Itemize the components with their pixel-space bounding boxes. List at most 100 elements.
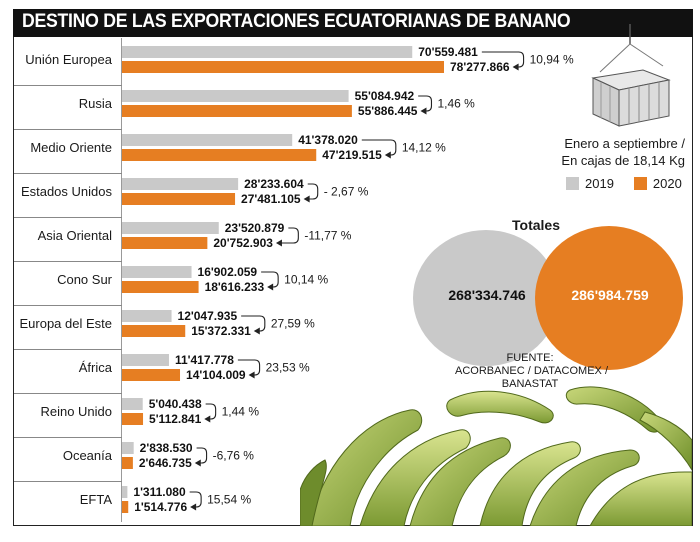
category-label: Cono Sur [57, 272, 113, 287]
legend-label-2019: 2019 [585, 176, 614, 191]
bar-2019 [122, 46, 413, 58]
change-connector [241, 315, 266, 332]
data-label-2019: 70'559.481 [418, 45, 478, 59]
category-label: Reino Unido [40, 404, 112, 419]
bar-2020 [122, 457, 133, 469]
source-line-3: BANASTAT [501, 378, 559, 390]
data-label-2019: 11'417.778 [175, 353, 234, 367]
data-label-2020: 15'372.331 [191, 324, 251, 338]
bar-2019 [122, 310, 172, 322]
data-label-2020: 20'752.903 [213, 236, 273, 250]
change-connector [361, 139, 397, 156]
data-label-2020: 5'112.841 [149, 412, 202, 426]
category-label: Medio Oriente [30, 140, 112, 155]
source-line-1: FUENTE: [506, 352, 554, 364]
category-label: Europa del Este [19, 316, 112, 331]
bar-2020 [122, 413, 144, 425]
total-value-2019: 268'334.746 [448, 287, 526, 303]
data-label-2019: 2'838.530 [140, 441, 193, 455]
category-label: Estados Unidos [21, 184, 113, 199]
change-arrow-icon [303, 195, 310, 203]
change-percent: 23,53 % [266, 361, 310, 375]
bar-2020 [122, 369, 181, 381]
data-label-2020: 47'219.515 [322, 148, 382, 162]
source-line-2: ACORBANEC / DATACOMEX / [455, 365, 609, 377]
bar-2020 [122, 281, 199, 293]
category-label: Oceanía [63, 448, 113, 463]
banana-bunch-image [300, 386, 692, 526]
data-label-2020: 78'277.866 [450, 60, 510, 74]
change-connector [196, 447, 208, 464]
bar-2020 [122, 61, 444, 73]
shipping-container-icon [591, 24, 671, 127]
title-bar [13, 9, 693, 37]
data-label-2020: 18'616.233 [205, 280, 265, 294]
bar-2020 [122, 193, 236, 205]
change-connector [418, 95, 433, 112]
bar-2020 [122, 105, 352, 117]
bar-2019 [122, 178, 239, 190]
total-value-2020: 286'984.759 [571, 287, 649, 303]
change-connector [189, 491, 202, 508]
legend-label-2020: 2020 [652, 176, 682, 191]
change-percent: 10,94 % [530, 53, 574, 67]
change-percent: 1,44 % [222, 405, 260, 419]
data-label-2020: 14'104.009 [186, 368, 246, 382]
legend-swatch-2019 [566, 177, 579, 190]
change-connector [307, 183, 319, 200]
change-percent: -6,76 % [213, 449, 255, 463]
bar-2020 [122, 237, 208, 249]
bar-2019 [122, 486, 128, 498]
change-arrow-icon [267, 283, 274, 291]
change-arrow-icon [512, 63, 519, 71]
category-label: África [79, 360, 113, 375]
data-label-2020: 55'886.445 [358, 104, 418, 118]
bar-2020 [122, 501, 129, 513]
category-label: Unión Europea [25, 52, 112, 67]
bar-2019 [122, 398, 143, 410]
change-arrow-icon [194, 459, 201, 467]
data-label-2019: 5'040.438 [149, 397, 202, 411]
total-circle-2020 [535, 226, 683, 370]
legend: 2019 2020 [566, 176, 682, 191]
category-label: Rusia [79, 96, 113, 111]
data-label-2019: 41'378.020 [298, 133, 358, 147]
data-label-2019: 23'520.879 [225, 221, 285, 235]
bar-2020 [122, 325, 186, 337]
data-label-2019: 28'233.604 [244, 177, 304, 191]
change-connector [279, 227, 299, 244]
chart-title: DESTINO DE LAS EXPORTACIONES ECUATORIANA… [22, 11, 571, 32]
change-percent: 15,54 % [207, 493, 251, 507]
bar-2019 [122, 354, 169, 366]
data-label-2020: 27'481.105 [241, 192, 301, 206]
change-arrow-icon [248, 371, 255, 379]
change-arrow-icon [275, 239, 282, 247]
change-percent: - 2,67 % [324, 185, 369, 199]
category-label: Asia Oriental [38, 228, 113, 243]
data-label-2019: 16'902.059 [198, 265, 258, 279]
data-label-2019: 55'084.942 [355, 89, 415, 103]
bar-2020 [122, 149, 317, 161]
change-connector [205, 403, 217, 420]
data-label-2019: 1'311.080 [133, 485, 186, 499]
change-arrow-icon [384, 151, 391, 159]
data-label-2020: 1'514.776 [134, 500, 187, 514]
source-note: FUENTE: ACORBANEC / DATACOMEX / BANASTAT [455, 352, 609, 391]
bar-2019 [122, 222, 219, 234]
period-label: Enero a septiembre / [564, 136, 685, 151]
change-arrow-icon [420, 107, 427, 115]
bar-2019 [122, 442, 134, 454]
change-arrow-icon [204, 415, 211, 423]
change-percent: 10,14 % [284, 273, 328, 287]
change-arrow-icon [253, 327, 260, 335]
total-circle-2019 [413, 230, 559, 366]
change-percent: 27,59 % [271, 317, 315, 331]
bar-2019 [122, 134, 293, 146]
change-percent: -11,77 % [304, 229, 351, 243]
change-percent: 1,46 % [437, 97, 475, 111]
bar-2019 [122, 90, 349, 102]
change-connector [237, 359, 261, 376]
category-label: EFTA [80, 492, 113, 507]
totals-title: Totales [512, 217, 560, 233]
